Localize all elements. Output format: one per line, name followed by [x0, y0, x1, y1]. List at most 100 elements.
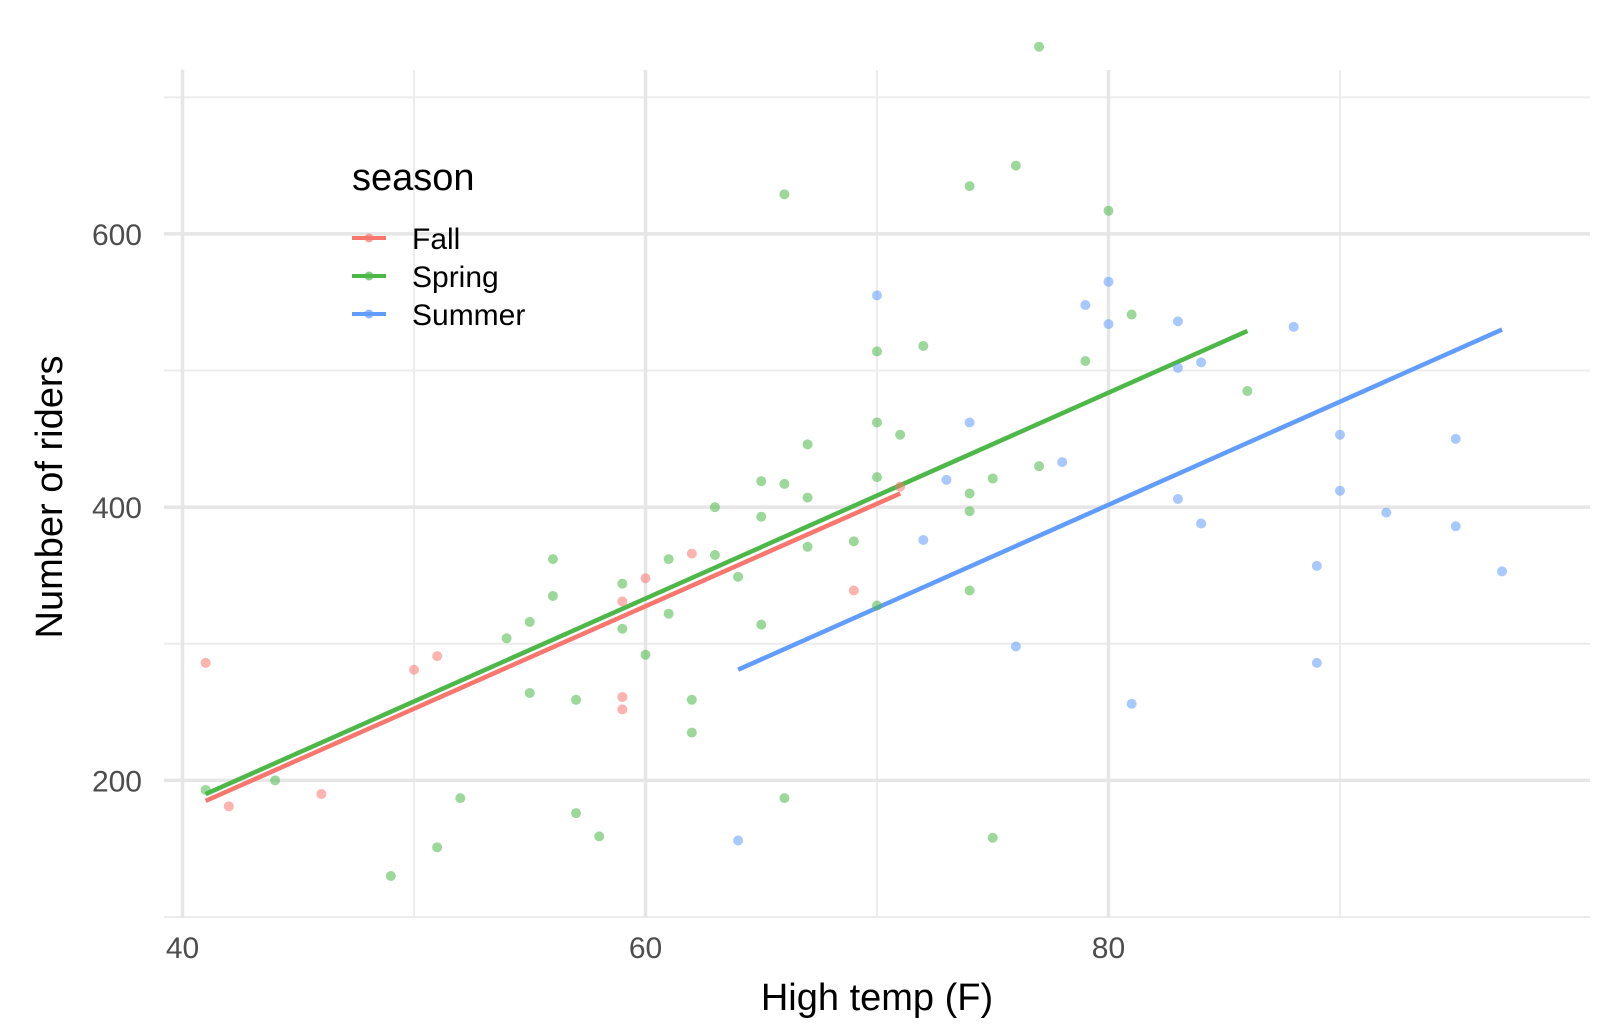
data-point-spring: [987, 473, 998, 484]
data-point-spring: [709, 502, 720, 513]
data-point-summer: [1450, 433, 1461, 444]
legend-label: Spring: [412, 261, 499, 294]
data-point-spring: [918, 340, 929, 351]
tick-labels: 40 60 80 200 400 600: [92, 219, 1125, 965]
data-point-spring: [802, 439, 813, 450]
data-point-spring: [1103, 205, 1114, 216]
y-tick-label: 200: [92, 765, 142, 798]
x-tick-label: 40: [166, 932, 199, 965]
data-point-fall: [640, 573, 651, 584]
data-point-summer: [1172, 362, 1183, 373]
data-point-summer: [1196, 518, 1207, 529]
data-point-spring: [571, 808, 582, 819]
data-point-spring: [270, 775, 281, 786]
data-point-spring: [802, 492, 813, 503]
data-point-spring: [964, 181, 975, 192]
data-point-spring: [617, 578, 628, 589]
data-point-spring: [756, 511, 767, 522]
data-point-summer: [733, 835, 744, 846]
x-tick-label: 80: [1092, 932, 1125, 965]
legend-items: Fall Spring Summer: [352, 223, 525, 332]
data-point-summer: [941, 474, 952, 485]
data-point-spring: [686, 694, 697, 705]
data-point-spring: [964, 488, 975, 499]
data-point-spring: [663, 554, 674, 565]
data-point-spring: [455, 793, 466, 804]
data-point-spring: [385, 871, 396, 882]
x-tick-label: 60: [629, 932, 662, 965]
data-point-summer: [1196, 357, 1207, 368]
data-point-fall: [686, 548, 697, 559]
data-point-summer: [1334, 485, 1345, 496]
data-point-fall: [316, 789, 327, 800]
data-point-summer: [1057, 457, 1068, 468]
y-tick-label: 600: [92, 219, 142, 252]
data-point-spring: [964, 585, 975, 596]
data-point-spring: [1242, 386, 1253, 397]
legend-label: Fall: [412, 223, 460, 256]
data-point-summer: [1126, 698, 1137, 709]
data-point-spring: [663, 608, 674, 619]
data-point-spring: [872, 472, 882, 483]
data-point-summer: [1311, 560, 1322, 571]
data-point-summer: [1080, 299, 1091, 310]
data-point-summer: [1311, 657, 1322, 668]
data-point-spring: [501, 633, 512, 644]
data-point-spring: [200, 784, 211, 795]
data-point-fall: [895, 481, 906, 492]
data-point-spring: [848, 536, 859, 547]
data-point-summer: [1450, 521, 1461, 532]
data-point-summer: [1172, 316, 1183, 327]
data-point-spring: [432, 842, 443, 853]
data-point-spring: [524, 687, 535, 698]
data-point-spring: [1034, 41, 1045, 52]
data-point-spring: [779, 478, 790, 489]
data-point-summer: [1172, 493, 1183, 504]
data-point-spring: [779, 793, 790, 804]
data-point-spring: [594, 831, 605, 842]
data-point-fall: [223, 801, 234, 812]
data-point-spring: [640, 649, 651, 660]
data-point-spring: [987, 832, 998, 843]
data-points: [200, 41, 1508, 882]
grid-lines: [164, 70, 1590, 918]
legend-label: Summer: [412, 299, 525, 332]
data-point-spring: [617, 623, 628, 634]
data-point-spring: [872, 600, 882, 611]
data-point-spring: [872, 346, 882, 357]
data-point-summer: [918, 534, 929, 545]
legend: season Fall Spring Summer: [352, 157, 525, 332]
data-point-spring: [686, 727, 697, 738]
legend-key-point: [364, 271, 374, 281]
data-point-spring: [733, 571, 744, 582]
data-point-spring: [779, 189, 790, 200]
data-point-spring: [547, 590, 558, 601]
data-point-spring: [547, 554, 558, 565]
data-point-spring: [571, 694, 582, 705]
y-axis-title: Number of riders: [29, 356, 71, 639]
data-point-fall: [617, 692, 628, 703]
data-point-spring: [1126, 309, 1137, 320]
x-axis-title: High temp (F): [761, 977, 993, 1019]
y-tick-label: 400: [92, 492, 142, 525]
data-point-spring: [1080, 355, 1091, 366]
data-point-summer: [964, 417, 975, 428]
fit-line-summer: [737, 327, 1503, 672]
data-point-spring: [756, 476, 767, 487]
legend-key-point: [364, 309, 374, 319]
data-point-summer: [1103, 276, 1114, 287]
fit-line-fall: [204, 491, 902, 803]
data-point-summer: [1381, 507, 1392, 518]
legend-key-point: [364, 233, 374, 243]
data-point-summer: [872, 290, 882, 301]
data-point-summer: [1497, 566, 1508, 577]
data-point-spring: [895, 429, 906, 440]
data-point-fall: [617, 596, 628, 607]
legend-title: season: [352, 157, 475, 199]
data-point-summer: [1288, 321, 1299, 332]
data-point-spring: [1034, 461, 1045, 472]
fit-line-spring: [204, 328, 1249, 797]
fit-lines: [204, 327, 1503, 803]
data-point-spring: [1010, 160, 1021, 171]
